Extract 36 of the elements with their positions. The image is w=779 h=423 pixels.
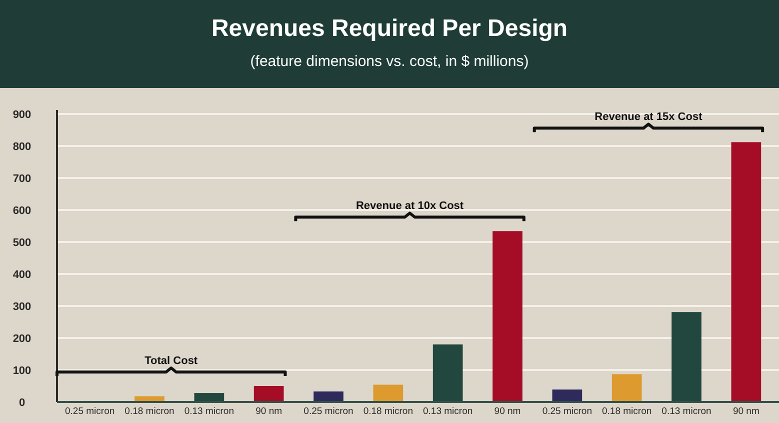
y-tick-label: 400 bbox=[12, 268, 32, 281]
x-tick-label: 0.18 micron bbox=[124, 406, 174, 417]
x-tick-label: 0.25 micron bbox=[65, 406, 115, 417]
x-tick-label: 0.18 micron bbox=[363, 406, 413, 417]
bar bbox=[432, 344, 463, 402]
bar bbox=[552, 390, 582, 402]
bar bbox=[314, 391, 344, 402]
bar bbox=[672, 312, 702, 402]
x-tick-label: 0.25 micron bbox=[304, 406, 354, 417]
x-tick-label: 0.25 micron bbox=[542, 406, 592, 417]
chart-title: Revenues Required Per Design bbox=[211, 15, 568, 42]
x-tick-label: 0.13 micron bbox=[184, 406, 234, 417]
bar bbox=[254, 386, 284, 402]
y-tick-label: 0 bbox=[18, 396, 26, 409]
y-tick-label: 900 bbox=[12, 108, 32, 121]
y-tick-label: 200 bbox=[12, 332, 32, 345]
bar bbox=[492, 231, 522, 402]
x-tick-label: 0.18 micron bbox=[602, 406, 652, 417]
y-tick-label: 100 bbox=[12, 364, 32, 377]
x-tick-label: 0.13 micron bbox=[662, 406, 712, 417]
x-tick-label: 90 nm bbox=[256, 406, 282, 417]
annotation: Revenue at 15x Cost bbox=[594, 111, 703, 124]
y-tick-label: 500 bbox=[12, 236, 32, 249]
y-tick-label: 600 bbox=[12, 204, 32, 217]
annotation: Total Cost bbox=[144, 355, 198, 367]
y-tick-label: 700 bbox=[12, 172, 32, 185]
annotation: Revenue at 10x Cost bbox=[356, 200, 464, 212]
y-tick-label: 800 bbox=[12, 140, 32, 153]
y-tick-label: 300 bbox=[12, 300, 32, 313]
x-tick-label: 0.13 micron bbox=[423, 406, 473, 417]
x-tick-label: 90 nm bbox=[494, 406, 521, 417]
bar bbox=[612, 374, 642, 402]
bar bbox=[731, 142, 762, 402]
chart-subtitle: (feature dimensions vs. cost, in $ millions) bbox=[250, 53, 529, 70]
bar bbox=[373, 384, 404, 402]
x-tick-label: 90 nm bbox=[732, 406, 760, 417]
